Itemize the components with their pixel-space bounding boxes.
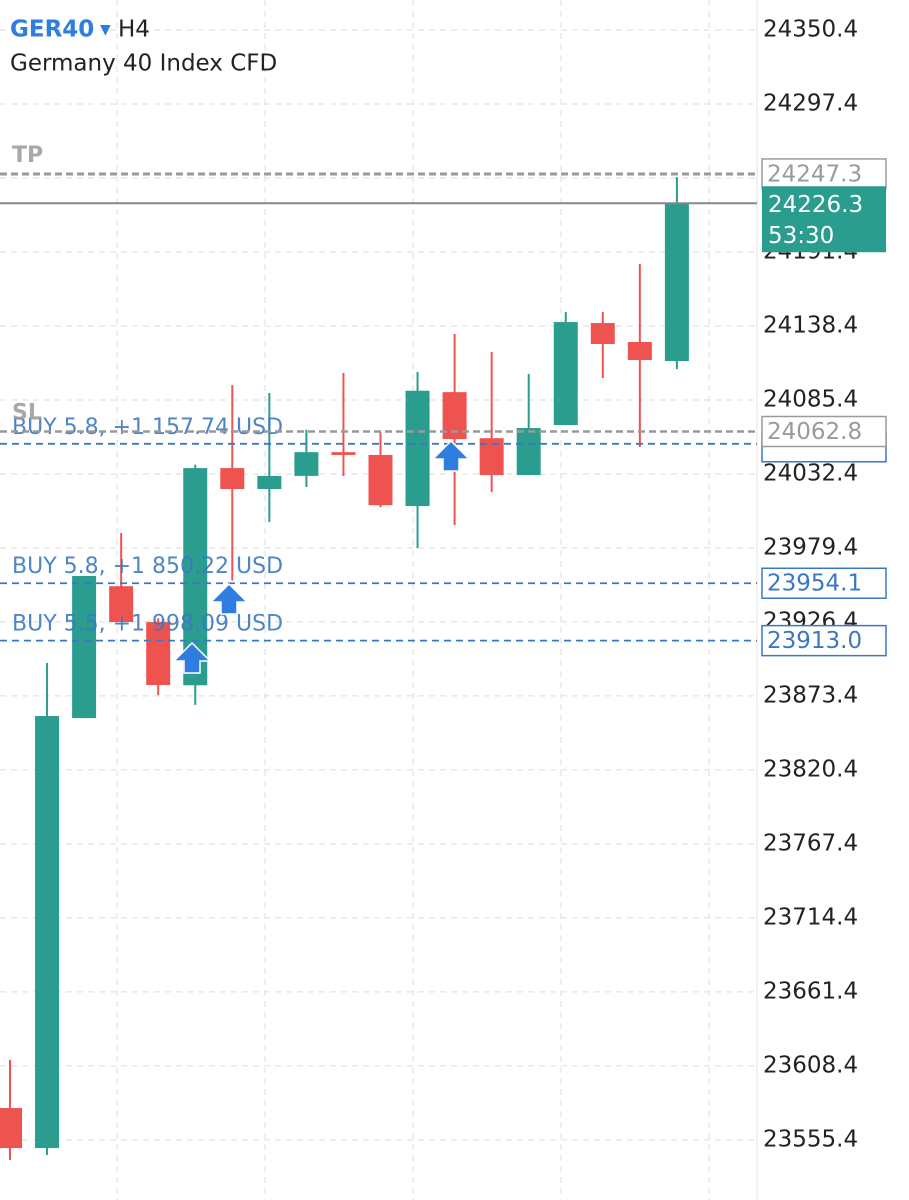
- order-label: BUY 5.8, +1 850.22 USD: [12, 554, 283, 579]
- price-boxes: 23954.1 23913.0 24247.3 24062.8 24226.3 53:30: [761, 158, 887, 657]
- candle-body: [368, 454, 393, 506]
- candle-body: [294, 452, 319, 476]
- y-tick-label: 24350.4: [763, 17, 858, 43]
- stop_loss-box: [761, 415, 887, 448]
- order-price-label: 23913.0: [767, 628, 862, 654]
- y-tick-label: 23608.4: [763, 1052, 858, 1078]
- y-tick-label: 24138.4: [763, 312, 858, 338]
- candle-body: [220, 468, 245, 490]
- candle-body: [516, 428, 541, 476]
- current-price-box: [762, 186, 886, 253]
- description: Germany 40 Index CFD: [10, 51, 277, 77]
- current-price-value: 24226.3: [768, 192, 863, 218]
- candle-body: [35, 716, 60, 1149]
- grid: [0, 29, 757, 1141]
- timeframe[interactable]: H4: [118, 17, 150, 43]
- order-price-label: 23954.1: [767, 571, 862, 597]
- y-tick-label: 23820.4: [763, 756, 858, 782]
- order-price-box: [761, 567, 887, 599]
- order-price-box: [761, 624, 887, 657]
- candle-body: [0, 1108, 22, 1149]
- buy-arrow: [209, 582, 249, 615]
- y-tick-label: 24297.4: [763, 91, 858, 117]
- stop_loss-name: SL: [12, 401, 42, 426]
- take_profit-price: 24247.3: [767, 161, 862, 187]
- order-label: BUY 5.8, +1 157.74 USD: [12, 415, 283, 440]
- levels: BUY 5.8, +1 157.74 USD BUY 5.8, +1 850.22…: [0, 143, 757, 642]
- candle-body: [590, 323, 615, 344]
- candle-body: [664, 203, 689, 362]
- candle-body: [109, 586, 134, 623]
- y-tick-label: 24032.4: [763, 460, 858, 486]
- take_profit-name: TP: [12, 143, 43, 168]
- order-label: BUY 5.5, +1 998.09 USD: [12, 612, 283, 637]
- candle-body: [627, 342, 652, 361]
- y-tick-label: 23555.4: [763, 1126, 858, 1152]
- buy-arrow: [431, 439, 471, 472]
- candle-body: [72, 575, 97, 719]
- y-tick-label: 23661.4: [763, 978, 858, 1004]
- y-tick-label: 23714.4: [763, 904, 858, 930]
- symbol-dropdown[interactable]: ▼: [100, 22, 111, 38]
- buy-arrow: [172, 641, 212, 674]
- stop_loss-price: 24062.8: [767, 419, 862, 445]
- take_profit-box: [761, 158, 887, 190]
- candle-body: [405, 390, 430, 507]
- candle-body: [553, 322, 578, 426]
- y-tick-label: 24085.4: [763, 386, 858, 412]
- y-tick-label: 23873.4: [763, 682, 858, 708]
- candle-body: [331, 452, 356, 455]
- y-tick-label: 23979.4: [763, 534, 858, 560]
- candle-body: [146, 622, 171, 686]
- candles: [0, 177, 689, 1160]
- candle-body: [257, 475, 282, 490]
- y-tick-label: 23767.4: [763, 830, 858, 856]
- symbol[interactable]: GER40: [10, 17, 94, 43]
- current-price-timer: 53:30: [768, 223, 834, 249]
- entry-arrows: [172, 439, 471, 674]
